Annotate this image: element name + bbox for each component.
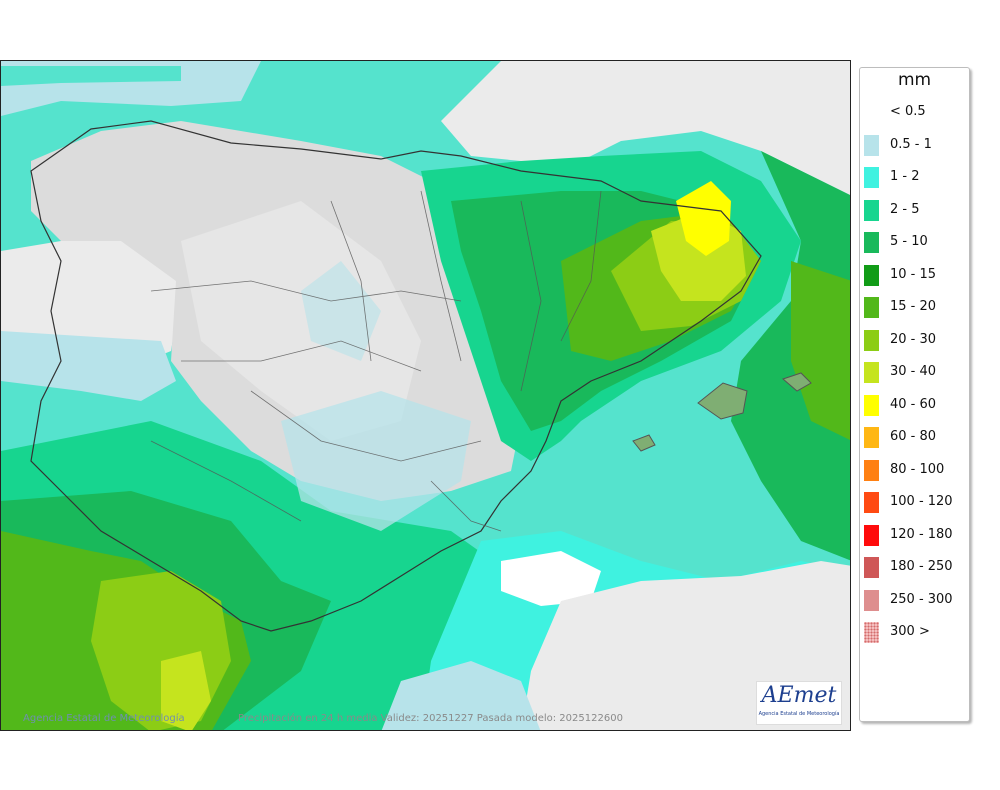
legend-swatch [864, 297, 879, 318]
legend-label: 5 - 10 [890, 234, 928, 249]
precipitation-map: Agencia Estatal de Meteorología Precipit… [0, 60, 851, 731]
legend-label: 40 - 60 [890, 396, 937, 412]
legend-label: 60 - 80 [890, 429, 937, 444]
legend-item: 30 - 40 [860, 356, 969, 388]
legend-item: 0.5 - 1 [860, 129, 969, 161]
legend-item: < 0.5 [860, 96, 969, 128]
legend-item: 250 - 300 [860, 584, 969, 616]
east-med-rain-15 [791, 261, 850, 441]
legend-label: 2 - 5 [890, 201, 920, 217]
legend-item: 20 - 30 [860, 324, 969, 356]
legend-swatch [864, 134, 879, 156]
meseta-dry [181, 201, 421, 441]
legend-swatch [864, 167, 879, 188]
legend-swatch [864, 264, 879, 286]
legend-swatch [864, 427, 879, 448]
legend-swatch [864, 589, 879, 611]
legend-item: 120 - 180 [860, 519, 969, 551]
legend-swatch [864, 524, 879, 546]
legend-item: 80 - 100 [860, 454, 969, 486]
legend-label: 300 > [890, 624, 930, 639]
legend-item: 5 - 10 [860, 226, 969, 258]
legend-swatch [864, 329, 879, 351]
legend-swatch [864, 232, 879, 253]
legend-item: 2 - 5 [860, 194, 969, 226]
aemet-wordmark: AEmet [761, 683, 837, 708]
legend-item: 10 - 15 [860, 259, 969, 291]
aemet-logo: AEmet Agencia Estatal de Meteorología [756, 681, 842, 725]
interior-pale-rain-2 [301, 261, 381, 361]
legend-swatch [864, 362, 879, 383]
legend-item: 300 > [860, 616, 969, 648]
legend-label: 80 - 100 [890, 461, 945, 477]
legend-label: 180 - 250 [890, 559, 953, 574]
interior-pale-rain [281, 391, 471, 531]
north-sea-cyan [1, 66, 181, 86]
ne-rain-40-60 [676, 181, 731, 256]
legend-label: 0.5 - 1 [890, 136, 932, 152]
legend-swatch [864, 394, 879, 416]
legend-item: 100 - 120 [860, 486, 969, 518]
aemet-logo-subtitle: Agencia Estatal de Meteorología [758, 711, 840, 717]
africa-coast-pale [381, 661, 541, 730]
mallorca-island [697, 382, 748, 420]
legend-swatch [864, 492, 879, 513]
region-borders [150, 190, 602, 532]
legend-swatch [864, 199, 879, 221]
legend-swatch [864, 622, 879, 643]
legend-swatch [864, 557, 879, 578]
legend-item: 1 - 2 [860, 161, 969, 193]
legend-label: 15 - 20 [890, 299, 937, 314]
iberia-coastline [30, 120, 762, 632]
atlantic-pale-band [1, 331, 176, 401]
east-med-rain [731, 151, 850, 561]
legend-item: 40 - 60 [860, 389, 969, 421]
legend-label: 30 - 40 [890, 364, 937, 379]
legend-label: 120 - 180 [890, 526, 953, 542]
sw-rain-30-40 [161, 651, 211, 730]
legend-swatch [864, 459, 879, 481]
map-credit: Agencia Estatal de Meteorología [23, 713, 185, 724]
legend-item: 180 - 250 [860, 551, 969, 583]
legend-label: < 0.5 [890, 104, 926, 119]
legend-label: 20 - 30 [890, 331, 937, 347]
alboran-dry-patch [501, 551, 601, 606]
legend-unit: mm [897, 70, 932, 90]
legend-label: 250 - 300 [890, 591, 953, 607]
ibiza-island [632, 434, 656, 452]
legend-item: 60 - 80 [860, 421, 969, 453]
map-canvas [1, 61, 850, 730]
menorca-island [782, 372, 812, 392]
precipitation-legend: mm < 0.5 0.5 - 1 1 - 2 2 - 5 5 - 10 10 - 15 15… [859, 67, 970, 722]
map-caption: Precipitación en 24 h media Validez: 202… [238, 713, 623, 724]
france-land [261, 61, 850, 196]
legend-label: 100 - 120 [890, 494, 953, 509]
legend-label: 10 - 15 [890, 266, 937, 282]
legend-label: 1 - 2 [890, 169, 920, 184]
legend-item: 15 - 20 [860, 291, 969, 323]
